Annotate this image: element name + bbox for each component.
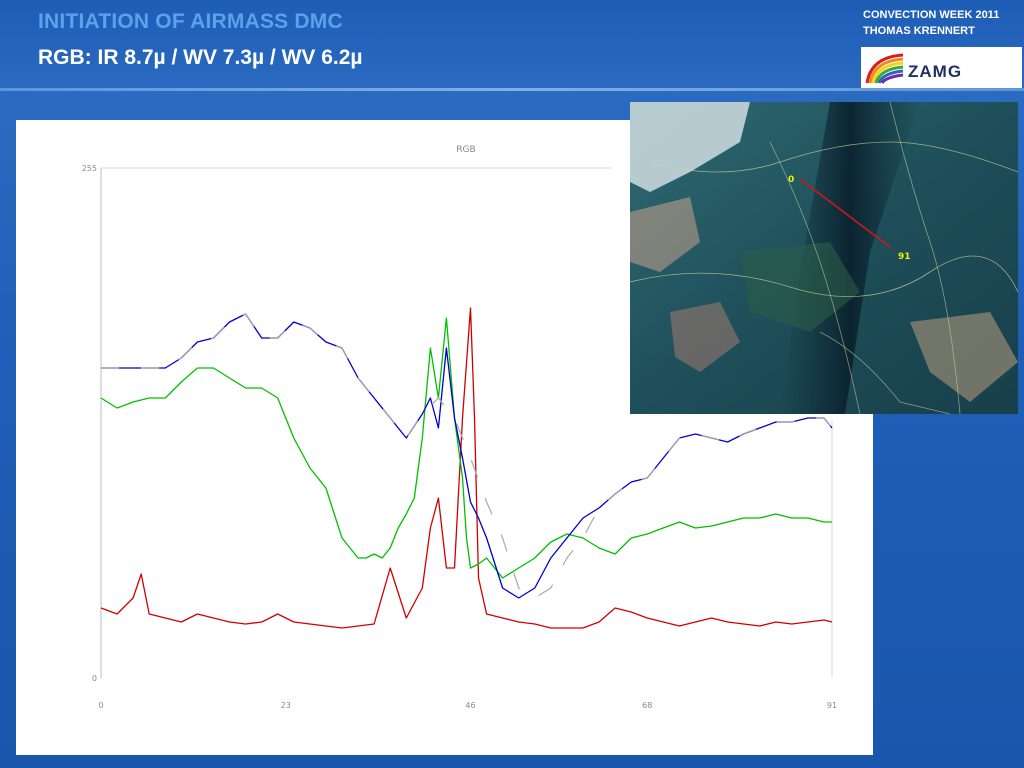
satellite-rgb-image: 0 91 <box>630 102 1018 414</box>
cloud-area <box>630 197 700 272</box>
zamg-logo: ZAMG <box>861 47 1022 88</box>
credits-event: CONVECTION WEEK 2011 <box>863 9 1000 21</box>
x-tick-label: 68 <box>642 701 652 710</box>
cloud-area <box>910 312 1018 402</box>
coastline <box>819 331 951 414</box>
border-line <box>630 255 1018 298</box>
header-band <box>0 0 1024 90</box>
cloud-area <box>670 302 740 372</box>
series-line-4 <box>101 313 833 599</box>
rgb-profile-chart: RGB 255 0 0 23 46 68 91 <box>82 145 837 710</box>
chart-title: RGB <box>456 145 475 155</box>
y-tick-label: 0 <box>92 674 97 683</box>
header-divider <box>0 88 1024 91</box>
x-tick-label: 23 <box>281 701 291 710</box>
border-line <box>649 141 1018 173</box>
slide-subtitle: RGB: IR 8.7µ / WV 7.3µ / WV 6.2µ <box>38 46 363 69</box>
land-area <box>740 242 860 332</box>
x-tick-label: 46 <box>465 701 475 710</box>
credits-author: THOMAS KRENNERT <box>863 25 975 37</box>
transect-line <box>799 178 891 248</box>
series-line-2 <box>100 317 832 579</box>
rainbow-logo-icon <box>865 53 904 84</box>
transect-start-label: 0 <box>788 175 794 185</box>
slide-title: INITIATION OF AIRMASS DMC <box>38 10 343 33</box>
x-tick-label: 0 <box>98 701 103 710</box>
satellite-map: 0 91 <box>630 102 1018 414</box>
series-line-1 <box>100 307 833 629</box>
logo-text: ZAMG <box>908 62 963 81</box>
y-tick-label: 255 <box>82 164 97 173</box>
dry-band <box>780 102 920 414</box>
border-line <box>769 141 861 414</box>
border-line <box>889 102 961 414</box>
transect-end-label: 91 <box>898 252 911 262</box>
credits: CONVECTION WEEK 2011 THOMAS KRENNERT <box>863 7 999 39</box>
x-tick-label: 91 <box>827 701 837 710</box>
cloud-area <box>630 102 750 192</box>
